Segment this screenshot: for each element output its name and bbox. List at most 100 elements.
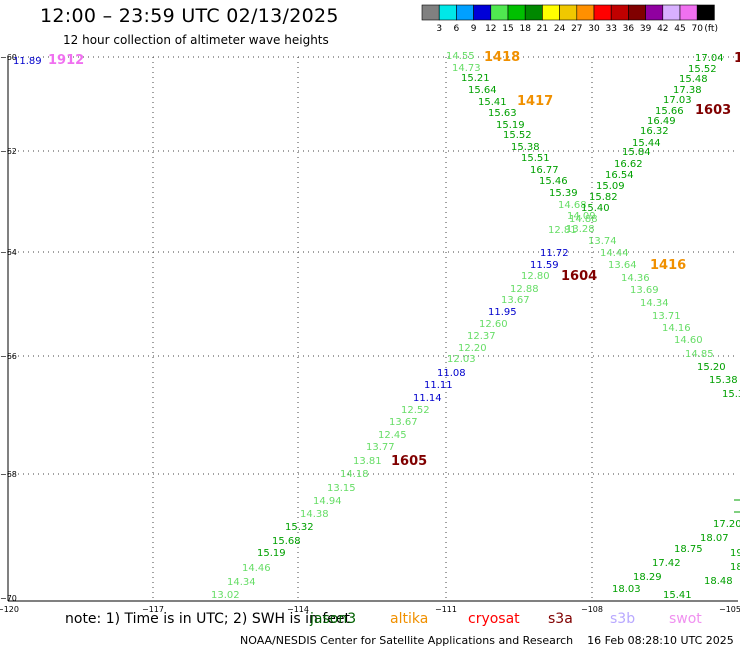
swh-value: 12.45 — [378, 430, 407, 441]
swh-value: 16.62 — [614, 159, 643, 170]
colorbar-label-13: 42 — [657, 24, 668, 34]
swh-value: 14.34 — [640, 298, 669, 309]
legend-s3a: s3a — [548, 611, 573, 627]
legend-jason3: jason3 — [310, 611, 357, 627]
swh-value: 15.38 — [709, 375, 738, 386]
colorbar-label-6: 21 — [537, 24, 548, 34]
legend-altika: altika — [390, 611, 429, 627]
swh-value: 15.46 — [539, 176, 568, 187]
lat-label-4: −68 — [0, 470, 17, 479]
footer-credit: NOAA/NESDIS Center for Satellite Applica… — [240, 634, 734, 647]
swh-value: 11.08 — [437, 368, 466, 379]
swh-value: 12.60 — [479, 319, 508, 330]
swh-value: 15.63 — [488, 108, 517, 119]
swh-value: 14.88 — [569, 214, 598, 225]
swh-value: 15.44 — [632, 138, 661, 149]
swh-value: 12.88 — [510, 284, 539, 295]
swh-value: 13.67 — [501, 295, 530, 306]
pass-1418: 1418 — [484, 50, 520, 65]
swh-value: 18.48 — [704, 576, 733, 587]
colorbar-label-15: 70 — [691, 24, 703, 34]
swh-value: 15.20 — [697, 362, 726, 373]
swh-value: 15.84 — [622, 147, 651, 158]
swh-value: 15.52 — [688, 64, 717, 75]
swh-value: 15.19 — [496, 120, 525, 131]
legend-s3b: s3b — [610, 611, 636, 627]
pass-1605: 1605 — [391, 454, 427, 469]
swh-value: 16.32 — [640, 126, 669, 137]
pass-partial: 1 — [734, 51, 740, 66]
swh-value: 11.11 — [424, 380, 453, 391]
swh-value: 15.32 — [285, 522, 314, 533]
swh-value: 11.14 — [413, 393, 442, 404]
swh-value: 14.73 — [452, 63, 481, 74]
swh-value: 14.60 — [674, 335, 703, 346]
lat-label-3: −66 — [0, 352, 17, 361]
lon-label-4: −108 — [581, 605, 603, 614]
colorbar-label-3: 12 — [485, 24, 496, 34]
value-11-89: 11.89 — [13, 56, 42, 67]
swh-value: 13.74 — [588, 236, 617, 247]
page-subtitle: 12 hour collection of altimeter wave hei… — [63, 33, 329, 47]
swh-value: 15.52 — [503, 130, 532, 141]
swh-value: 14.94 — [313, 496, 342, 507]
lon-label-2: −114 — [287, 605, 309, 614]
swh-value: 13.64 — [608, 260, 637, 271]
swh-value: 12.37 — [467, 331, 496, 342]
lat-label-2: −64 — [0, 248, 17, 257]
swh-value: 14.09 — [567, 211, 596, 222]
swh-value: 15.41 — [663, 590, 692, 601]
swh-value: 18.29 — [633, 572, 662, 583]
colorbar-swatch-16 — [696, 4, 715, 21]
swh-value: 14.34 — [227, 577, 256, 588]
swh-value: 15.68 — [272, 536, 301, 547]
swh-value: 18.07 — [700, 533, 729, 544]
swh-value: 17.20 — [713, 519, 740, 530]
colorbar-label-5: 18 — [519, 24, 531, 34]
colorbar-label-2: 9 — [471, 24, 477, 34]
colorbar-label-7: 24 — [554, 24, 566, 34]
swh-value: 14.38 — [300, 509, 329, 520]
swh-value: 14.44 — [600, 248, 629, 259]
swh-value: 12.52 — [401, 405, 430, 416]
swh-value: 12.03 — [447, 354, 476, 365]
swh-value: 18.75 — [674, 544, 703, 555]
swh-value: 13.15 — [327, 483, 356, 494]
page-title: 12:00 – 23:59 UTC 02/13/2025 — [40, 5, 339, 27]
swh-value: 15.3 — [722, 389, 740, 400]
pass-1604: 1604 — [561, 269, 597, 284]
swh-value: 15.39 — [549, 188, 578, 199]
swh-value: 19 — [730, 548, 740, 559]
swh-value: 14.46 — [242, 563, 271, 574]
swh-value: 17.38 — [673, 85, 702, 96]
lat-label-0: −60 — [0, 53, 17, 62]
colorbar-unit: (ft) — [704, 24, 718, 34]
swh-value: 14.36 — [621, 273, 650, 284]
swh-value: 18.03 — [612, 584, 641, 595]
lon-label-1: −117 — [142, 605, 164, 614]
swh-value: 13.28 — [566, 224, 595, 235]
colorbar-label-14: 45 — [674, 24, 685, 34]
swh-value: 15.38 — [511, 142, 540, 153]
swh-value: 15.41 — [478, 97, 507, 108]
swh-value: 13.77 — [366, 442, 395, 453]
swh-value: 15.19 — [257, 548, 286, 559]
colorbar-label-4: 15 — [502, 24, 513, 34]
swh-value: 15.21 — [461, 73, 490, 84]
lat-label-5: −70 — [0, 594, 17, 603]
swh-value: 15.40 — [581, 203, 610, 214]
colorbar-label-1: 6 — [454, 24, 460, 34]
legend-swot: swot — [669, 611, 702, 627]
swh-value: 14.68 — [558, 200, 587, 211]
swh-value: 12.81 — [548, 225, 577, 236]
colorbar-label-12: 39 — [640, 24, 652, 34]
note-text: note: 1) Time is in UTC; 2) SWH is in fe… — [65, 611, 351, 627]
colorbar-label-10: 33 — [605, 24, 616, 34]
swh-value: 14.85 — [685, 349, 714, 360]
swh-value: 13.02 — [211, 590, 240, 601]
legend-cryosat: cryosat — [468, 611, 520, 627]
swh-value: 15.51 — [521, 153, 550, 164]
swh-value: 11.72 — [540, 248, 569, 259]
swh-value: 14.18 — [340, 469, 369, 480]
